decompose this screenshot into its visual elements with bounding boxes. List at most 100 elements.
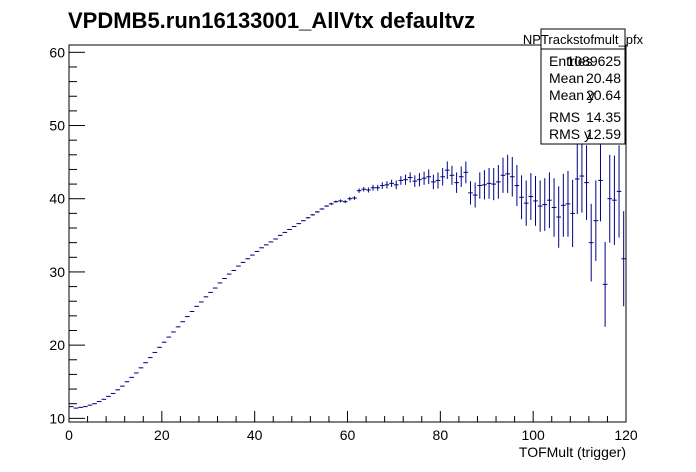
- data-point: [92, 403, 97, 405]
- data-point: [78, 406, 83, 408]
- data-point: [310, 214, 316, 216]
- data-point: [147, 357, 153, 359]
- y-tick-label: 50: [49, 118, 65, 134]
- data-point: [231, 269, 237, 271]
- x-tick-label: 0: [65, 427, 73, 443]
- data-point: [496, 165, 501, 199]
- x-tick-label: 100: [521, 427, 545, 443]
- data-point: [505, 154, 510, 193]
- data-point: [398, 176, 404, 185]
- data-point: [217, 282, 223, 284]
- x-tick-label: 80: [433, 427, 449, 443]
- data-point: [171, 331, 176, 333]
- data-point: [291, 226, 297, 228]
- data-point: [73, 407, 79, 409]
- data-point: [356, 188, 362, 193]
- data-point: [509, 157, 515, 197]
- data-point: [324, 205, 329, 207]
- data-point: [282, 231, 288, 233]
- data-point: [389, 179, 394, 188]
- data-point: [129, 376, 134, 378]
- data-point: [588, 203, 594, 282]
- stats-rms-value: 14.35: [586, 109, 621, 125]
- data-point: [189, 310, 195, 312]
- data-point: [370, 184, 376, 191]
- data-point: [315, 211, 320, 213]
- data-point: [194, 305, 199, 307]
- data-point: [185, 316, 190, 318]
- data-point: [393, 180, 399, 190]
- data-point: [157, 346, 162, 348]
- y-tick-label: 20: [49, 337, 65, 353]
- data-point: [82, 406, 88, 408]
- data-point: [384, 181, 390, 189]
- data-point: [421, 171, 427, 185]
- data-point: [352, 196, 357, 200]
- data-point: [143, 362, 148, 364]
- data-point: [519, 175, 524, 220]
- data-point: [347, 196, 353, 201]
- data-point: [133, 372, 139, 374]
- data-point: [87, 404, 93, 406]
- data-point: [166, 336, 172, 338]
- data-point: [454, 172, 459, 193]
- y-tick-label: 10: [49, 410, 65, 426]
- data-point: [301, 220, 306, 222]
- data-point: [277, 234, 283, 236]
- data-point: [579, 139, 585, 213]
- chart-title: VPDMB5.run16133001_AllVtx defaultvz: [68, 8, 475, 33]
- data-point: [565, 170, 571, 237]
- data-point: [528, 173, 534, 220]
- data-point: [254, 250, 260, 252]
- data-point: [379, 182, 385, 189]
- stats-box: NPTrackstofmult_pfx Entries 1089625 Mean…: [523, 28, 644, 145]
- data-point: [407, 172, 413, 183]
- data-point: [250, 254, 255, 256]
- stats-mean-y-value: 20.64: [586, 87, 621, 103]
- data-point: [236, 265, 241, 267]
- data-point: [240, 261, 246, 263]
- data-point: [110, 392, 116, 394]
- y-tick-label: 30: [49, 264, 65, 280]
- data-point: [101, 398, 107, 400]
- data-point: [268, 241, 274, 243]
- data-point: [435, 172, 441, 189]
- data-point: [472, 182, 478, 208]
- data-point: [124, 381, 130, 383]
- x-tick-label: 60: [340, 427, 356, 443]
- data-point: [477, 172, 483, 199]
- stats-entries-label: Entries: [549, 53, 593, 69]
- stats-mean-y-label: Mean y: [549, 87, 595, 103]
- data-point: [468, 181, 473, 205]
- data-point: [426, 169, 432, 185]
- axis-ticks: 0 20 40 60 80 100 120 10 20 30 40 50 60: [49, 44, 637, 443]
- data-point: [361, 187, 367, 192]
- data-layer: [69, 139, 626, 409]
- data-point: [333, 200, 339, 203]
- stats-rms-y-value: 12.59: [586, 126, 621, 142]
- data-point: [263, 244, 269, 246]
- data-point: [556, 186, 562, 248]
- data-point: [593, 180, 599, 261]
- stats-entries-value: 1089625: [566, 53, 621, 69]
- data-point: [500, 157, 506, 193]
- data-point: [547, 172, 552, 229]
- data-point: [598, 139, 603, 222]
- data-point: [537, 180, 543, 232]
- x-tick-label: 20: [154, 427, 170, 443]
- data-point: [551, 178, 557, 237]
- data-point: [180, 321, 186, 323]
- data-point: [305, 217, 311, 219]
- stats-mean-value: 20.48: [586, 70, 621, 86]
- data-point: [226, 273, 232, 275]
- stats-box-frame: [540, 28, 626, 145]
- stats-rms-y-label: RMS y: [549, 126, 591, 142]
- data-point: [621, 211, 626, 307]
- data-point: [449, 165, 455, 185]
- data-point: [616, 145, 622, 238]
- x-tick-label: 40: [247, 427, 263, 443]
- data-point: [458, 166, 464, 188]
- stats-mean-label: Mean: [549, 70, 584, 86]
- data-point: [417, 173, 422, 187]
